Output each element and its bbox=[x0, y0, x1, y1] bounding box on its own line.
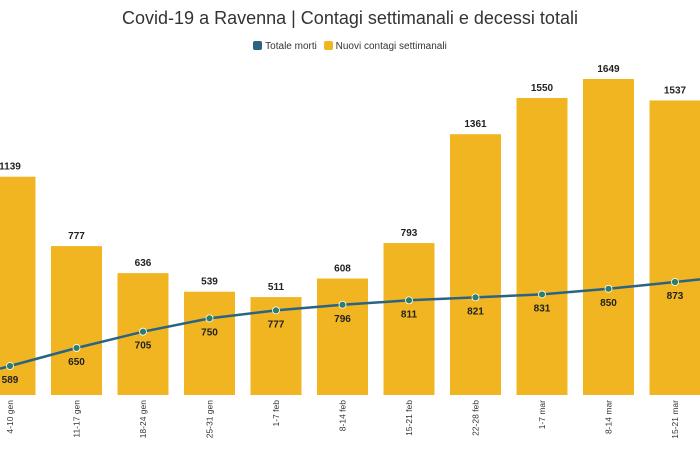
line-point-8[interactable] bbox=[538, 290, 546, 299]
line-point-10[interactable] bbox=[671, 278, 679, 286]
bar-9[interactable] bbox=[583, 79, 634, 395]
line-point-7[interactable] bbox=[471, 293, 480, 302]
bar-6[interactable] bbox=[383, 243, 435, 395]
bar-label-2: 636 bbox=[135, 258, 152, 269]
bar-10[interactable] bbox=[649, 100, 700, 395]
x-tick-label-0: 4-10 gen bbox=[5, 400, 15, 434]
legend: Totale morti Nuovi contagi settimanali bbox=[0, 41, 700, 52]
bar-7[interactable] bbox=[450, 134, 501, 395]
line-point-label-3: 750 bbox=[201, 327, 218, 338]
line-layer: 589 650 705 750 777 796 811 821 831 850 873 bbox=[0, 278, 700, 386]
x-tick-label-5: 8-14 feb bbox=[338, 400, 348, 431]
bar-label-6: 793 bbox=[401, 228, 418, 239]
line-point-6[interactable] bbox=[405, 296, 413, 305]
bar-label-9: 1649 bbox=[597, 64, 620, 75]
line-point-label-8: 831 bbox=[534, 303, 551, 314]
bar-3[interactable] bbox=[184, 291, 235, 395]
line-point-9[interactable] bbox=[604, 284, 613, 293]
line-point-3[interactable] bbox=[205, 314, 214, 323]
bar-label-5: 608 bbox=[334, 263, 351, 274]
legend-item-nuovi-contagi[interactable]: Nuovi contagi settimanali bbox=[323, 41, 447, 52]
line-point-label-4: 777 bbox=[268, 319, 285, 330]
legend-label-nuovi-contagi: Nuovi contagi settimanali bbox=[335, 41, 447, 52]
bar-label-4: 511 bbox=[268, 282, 285, 293]
bar-1[interactable] bbox=[51, 246, 102, 395]
line-point-label-0: 589 bbox=[2, 375, 19, 386]
legend-swatch-totale-morti bbox=[253, 41, 263, 50]
line-point-label-7: 821 bbox=[467, 306, 484, 317]
line-point-0[interactable] bbox=[6, 362, 14, 370]
line-point-2[interactable] bbox=[139, 327, 147, 336]
legend-item-totale-morti[interactable]: Totale morti bbox=[253, 41, 317, 52]
line-point-label-9: 850 bbox=[600, 298, 617, 309]
x-tick-label-8: 1-7 mar bbox=[537, 400, 547, 429]
line-point-1[interactable] bbox=[72, 344, 81, 352]
line-point-4[interactable] bbox=[272, 306, 280, 315]
ticks-layer: 4-10 gen 11-17 gen 18-24 gen 25-31 gen 1-7 f… bbox=[5, 400, 680, 439]
line-point-label-6: 811 bbox=[401, 309, 418, 320]
bar-label-10: 1537 bbox=[664, 85, 687, 96]
x-tick-label-10: 15-21 mar bbox=[670, 400, 680, 439]
x-tick-label-6: 15-21 feb bbox=[404, 400, 414, 436]
x-tick-label-2: 18-24 gen bbox=[138, 400, 148, 439]
x-tick-label-4: 1-7 feb bbox=[271, 400, 281, 427]
line-point-label-10: 873 bbox=[667, 291, 684, 302]
line-point-5[interactable] bbox=[338, 300, 347, 309]
x-tick-label-9: 8-14 mar bbox=[604, 400, 614, 434]
bar-0[interactable] bbox=[0, 176, 36, 395]
line-point-label-5: 796 bbox=[334, 314, 351, 325]
chart-title: Covid-19 a Ravenna | Contagi settimanali… bbox=[122, 8, 578, 28]
bar-8[interactable] bbox=[516, 97, 568, 395]
bar-label-3: 539 bbox=[201, 277, 218, 288]
bar-label-1: 777 bbox=[68, 231, 85, 242]
legend-swatch-nuovi-contagi bbox=[323, 41, 333, 50]
legend-label-totale-morti: Totale morti bbox=[265, 41, 317, 52]
bar-label-0: 1139 bbox=[0, 162, 21, 173]
bar-label-7: 1361 bbox=[464, 119, 487, 130]
bar-label-8: 1550 bbox=[531, 83, 554, 94]
line-point-label-2: 705 bbox=[135, 341, 152, 352]
x-tick-label-3: 25-31 gen bbox=[205, 400, 215, 439]
bar-5[interactable] bbox=[317, 278, 368, 395]
line-point-label-1: 650 bbox=[68, 357, 85, 368]
bars-layer: 1139 777 636 539 511 608 793 1361 1550 1649 1537 bbox=[0, 64, 700, 395]
x-tick-label-7: 22-28 feb bbox=[471, 400, 481, 436]
x-tick-label-1: 11-17 gen bbox=[72, 400, 82, 438]
